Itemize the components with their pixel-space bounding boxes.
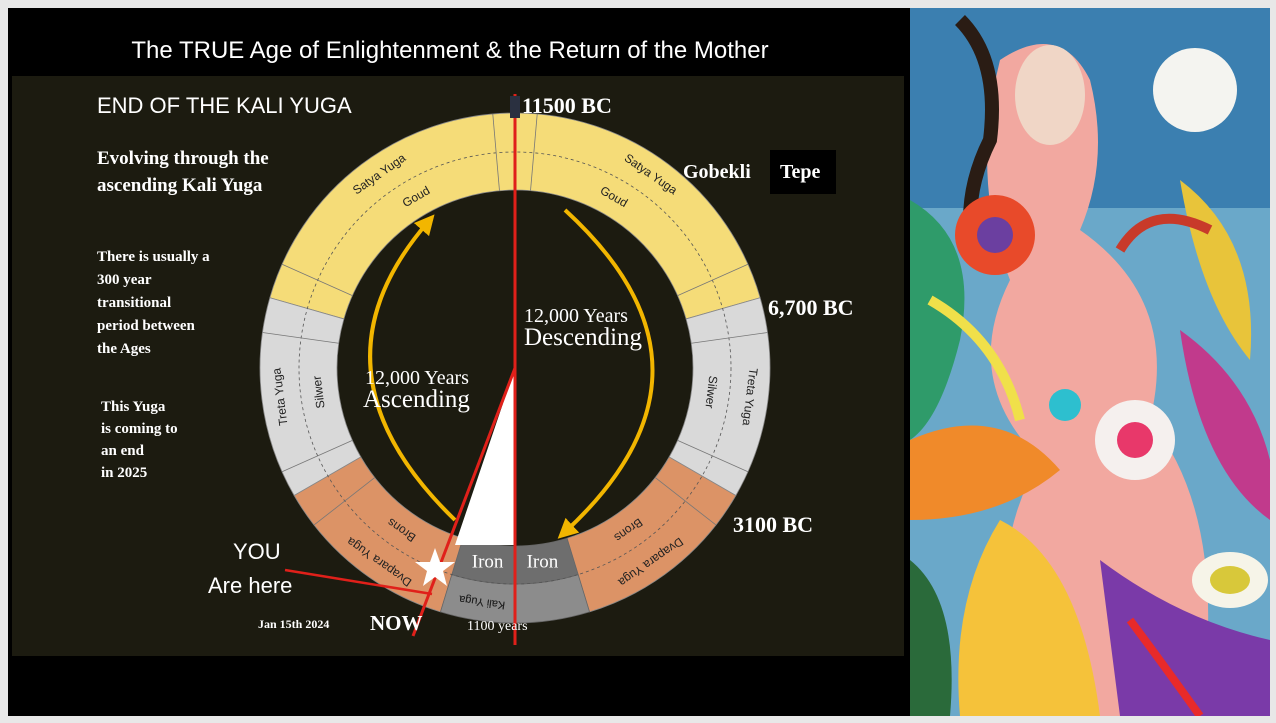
note: an end: [101, 443, 145, 459]
note: This Yuga: [101, 399, 166, 415]
subheading: Evolving through the: [97, 148, 269, 169]
descending-label: Descending: [524, 324, 643, 351]
title: The TRUE Age of Enlightenment & the Retu…: [131, 37, 768, 64]
you-label: Are here: [208, 573, 292, 598]
date-label: 3100 BC: [733, 512, 813, 537]
date-label: 11500 BC: [522, 93, 612, 118]
note: is coming to: [101, 421, 178, 437]
top-marker: [510, 96, 520, 118]
note: the Ages: [97, 341, 151, 357]
iron-label: Iron: [527, 551, 559, 572]
note: period between: [97, 318, 196, 334]
now-label: NOW: [370, 611, 423, 635]
iron-label: Iron: [472, 551, 504, 572]
site-label: Gobekli: [683, 161, 751, 183]
site-label: Tepe: [780, 161, 821, 183]
note: There is usually a: [97, 249, 210, 265]
date-now: Jan 15th 2024: [258, 617, 329, 631]
duration-label: 1100 years: [467, 619, 528, 634]
ascending-label: Ascending: [363, 386, 470, 413]
you-label: YOU: [233, 539, 281, 564]
subheading: ascending Kali Yuga: [97, 175, 263, 196]
note: transitional: [97, 295, 171, 311]
heading: END OF THE KALI YUGA: [97, 93, 352, 118]
note: in 2025: [101, 465, 147, 481]
slide: The TRUE Age of Enlightenment & the Retu…: [0, 0, 1276, 723]
date-label: 6,700 BC: [768, 295, 854, 320]
note: 300 year: [97, 272, 152, 288]
painting: [910, 8, 1270, 716]
